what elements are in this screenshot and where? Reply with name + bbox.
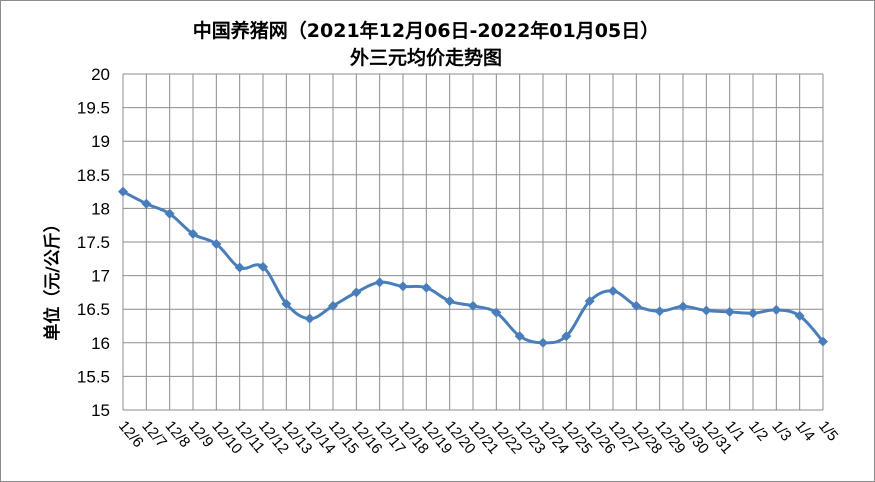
data-point-marker bbox=[444, 296, 455, 307]
x-tick-label: 1/4 bbox=[792, 418, 818, 445]
y-tick-label: 16.5 bbox=[77, 300, 110, 319]
x-tick-label: 1/2 bbox=[745, 418, 771, 445]
data-point-marker bbox=[421, 282, 432, 293]
data-point-marker bbox=[724, 306, 735, 317]
y-tick-label: 18 bbox=[91, 199, 110, 218]
data-point-marker bbox=[304, 313, 315, 324]
grid-layer bbox=[122, 73, 824, 411]
y-axis-ticks: 15 15.5 16 16.5 17 17.5 18 18.5 19 19.5 20 bbox=[77, 65, 110, 420]
y-tick-label: 19 bbox=[91, 132, 110, 151]
y-tick-label: 17 bbox=[91, 267, 110, 286]
y-axis-label: 单位（元/公斤） bbox=[42, 215, 63, 340]
data-point-marker bbox=[258, 261, 268, 272]
y-tick-label: 16 bbox=[91, 334, 110, 353]
data-point-marker bbox=[514, 331, 525, 342]
data-point-marker bbox=[468, 300, 478, 311]
data-point-marker bbox=[211, 239, 222, 250]
data-point-marker bbox=[538, 337, 548, 348]
data-point-marker bbox=[374, 277, 385, 288]
data-point-marker bbox=[188, 228, 198, 239]
y-tick-label: 15 bbox=[91, 401, 110, 420]
data-point-marker bbox=[701, 305, 712, 316]
chart-subtitle: 外三元均价走势图 bbox=[350, 46, 502, 69]
y-tick-label: 18.5 bbox=[77, 166, 110, 185]
data-point-marker bbox=[771, 304, 782, 315]
data-point-marker bbox=[794, 310, 805, 321]
data-point-marker bbox=[281, 298, 292, 309]
x-tick-label: 1/3 bbox=[768, 418, 794, 445]
x-tick-label: 1/5 bbox=[815, 418, 841, 445]
data-point-marker bbox=[818, 336, 828, 347]
x-axis-ticks: 12/612/712/812/912/1012/1112/1212/1312/1… bbox=[115, 418, 841, 458]
data-point-marker bbox=[118, 186, 128, 197]
y-tick-label: 20 bbox=[91, 65, 110, 84]
series-layer bbox=[118, 186, 828, 348]
data-point-marker bbox=[748, 308, 758, 319]
data-point-marker bbox=[234, 262, 245, 273]
chart-title: 中国养猪网（2021年12月06日-2022年01月05日） bbox=[193, 19, 659, 42]
y-tick-label: 19.5 bbox=[77, 99, 110, 118]
data-point-marker bbox=[328, 300, 338, 311]
data-point-marker bbox=[398, 281, 408, 292]
data-point-marker bbox=[654, 306, 665, 317]
data-point-marker bbox=[141, 198, 152, 209]
data-point-marker bbox=[164, 208, 175, 219]
data-point-marker bbox=[351, 287, 362, 298]
y-tick-label: 17.5 bbox=[77, 233, 110, 252]
x-tick-label: 12/6 bbox=[115, 418, 147, 451]
data-point-marker bbox=[561, 331, 572, 342]
data-point-marker bbox=[631, 300, 642, 311]
data-point-marker bbox=[608, 286, 618, 297]
data-point-marker bbox=[678, 301, 688, 312]
data-point-marker bbox=[491, 307, 502, 318]
data-point-marker bbox=[584, 296, 595, 307]
y-tick-label: 15.5 bbox=[77, 367, 110, 386]
